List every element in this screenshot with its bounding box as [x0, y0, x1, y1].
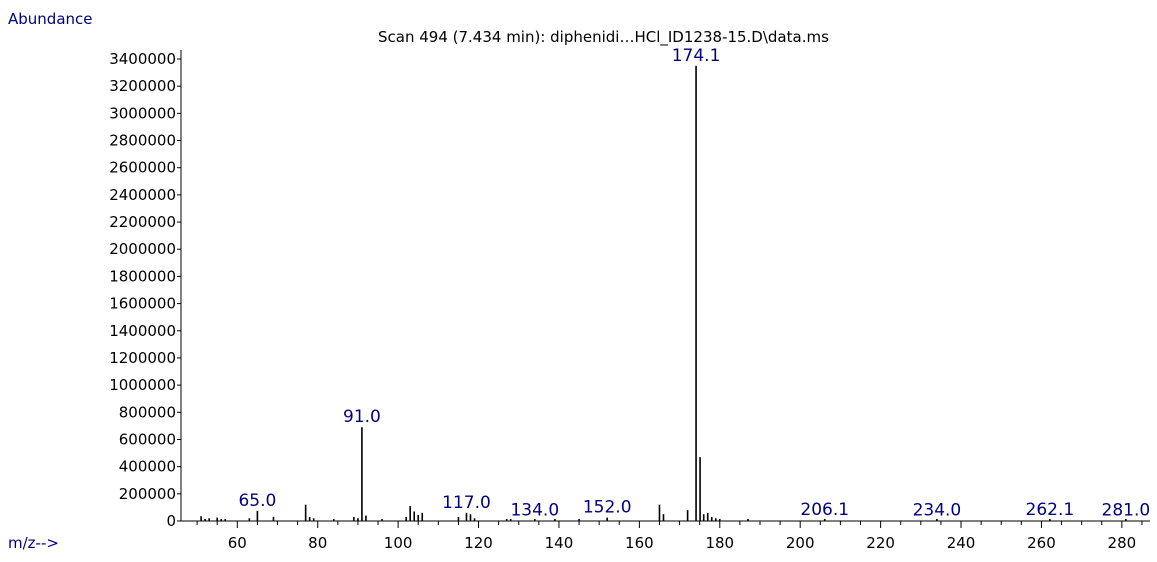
y-tick-label: 1600000 — [109, 295, 176, 313]
y-tick-label: 1400000 — [109, 322, 176, 340]
y-tick-label: 2400000 — [109, 186, 176, 204]
x-axis-label: m/z--> — [8, 534, 59, 552]
peak-label: 91.0 — [343, 407, 381, 427]
y-tick-label: 1800000 — [109, 267, 176, 285]
y-tick-label: 1000000 — [109, 376, 176, 394]
peak-label: 152.0 — [583, 498, 632, 518]
peaks — [200, 65, 1127, 521]
peak-label: 206.1 — [800, 500, 849, 520]
x-tick-label: 80 — [308, 534, 327, 552]
x-tick-label: 280 — [1108, 534, 1137, 552]
y-tick-label: 600000 — [119, 430, 176, 448]
x-ticks: 60 80 100 120 140 160 180 200 220 240 260 280 — [196, 521, 1143, 552]
y-tick-label: 400000 — [119, 458, 176, 476]
peak-label: 65.0 — [238, 491, 276, 511]
y-tick-label: 3000000 — [109, 104, 176, 122]
y-tick-label: 2200000 — [109, 213, 176, 231]
x-tick-label: 220 — [866, 534, 895, 552]
y-tick-label: 1200000 — [109, 349, 176, 367]
y-tick-label: 0 — [166, 512, 176, 530]
x-tick-label: 260 — [1027, 534, 1056, 552]
y-ticks: 0 200000 400000 600000 800000 1000000 1200000 1… — [109, 50, 181, 530]
x-tick-label: 140 — [545, 534, 574, 552]
x-tick-label: 180 — [705, 534, 734, 552]
y-tick-label: 3200000 — [109, 77, 176, 95]
y-tick-label: 2600000 — [109, 159, 176, 177]
y-tick-label: 2000000 — [109, 240, 176, 258]
y-tick-label: 3400000 — [109, 50, 176, 68]
x-tick-label: 60 — [228, 534, 247, 552]
peak-label: 234.0 — [913, 500, 962, 520]
x-tick-label: 200 — [786, 534, 815, 552]
x-tick-label: 160 — [625, 534, 654, 552]
y-tick-label: 200000 — [119, 485, 176, 503]
peak-label: 117.0 — [442, 493, 491, 513]
x-tick-label: 120 — [464, 534, 493, 552]
y-axis-label: Abundance — [8, 10, 93, 28]
x-tick-label: 100 — [384, 534, 413, 552]
peak-label: 134.0 — [510, 500, 559, 520]
y-tick-label: 800000 — [119, 403, 176, 421]
peak-annotations: 65.0 91.0 117.0 134.0 152.0 174.1 206.1 234.0 26… — [238, 46, 1150, 521]
chart-title: Scan 494 (7.434 min): diphenidi…HCl_ID12… — [378, 28, 829, 47]
x-tick-label: 240 — [947, 534, 976, 552]
peak-label: 281.0 — [1102, 500, 1151, 520]
peak-label: 262.1 — [1026, 500, 1075, 520]
peak-label: 174.1 — [672, 46, 721, 66]
y-tick-label: 2800000 — [109, 132, 176, 150]
